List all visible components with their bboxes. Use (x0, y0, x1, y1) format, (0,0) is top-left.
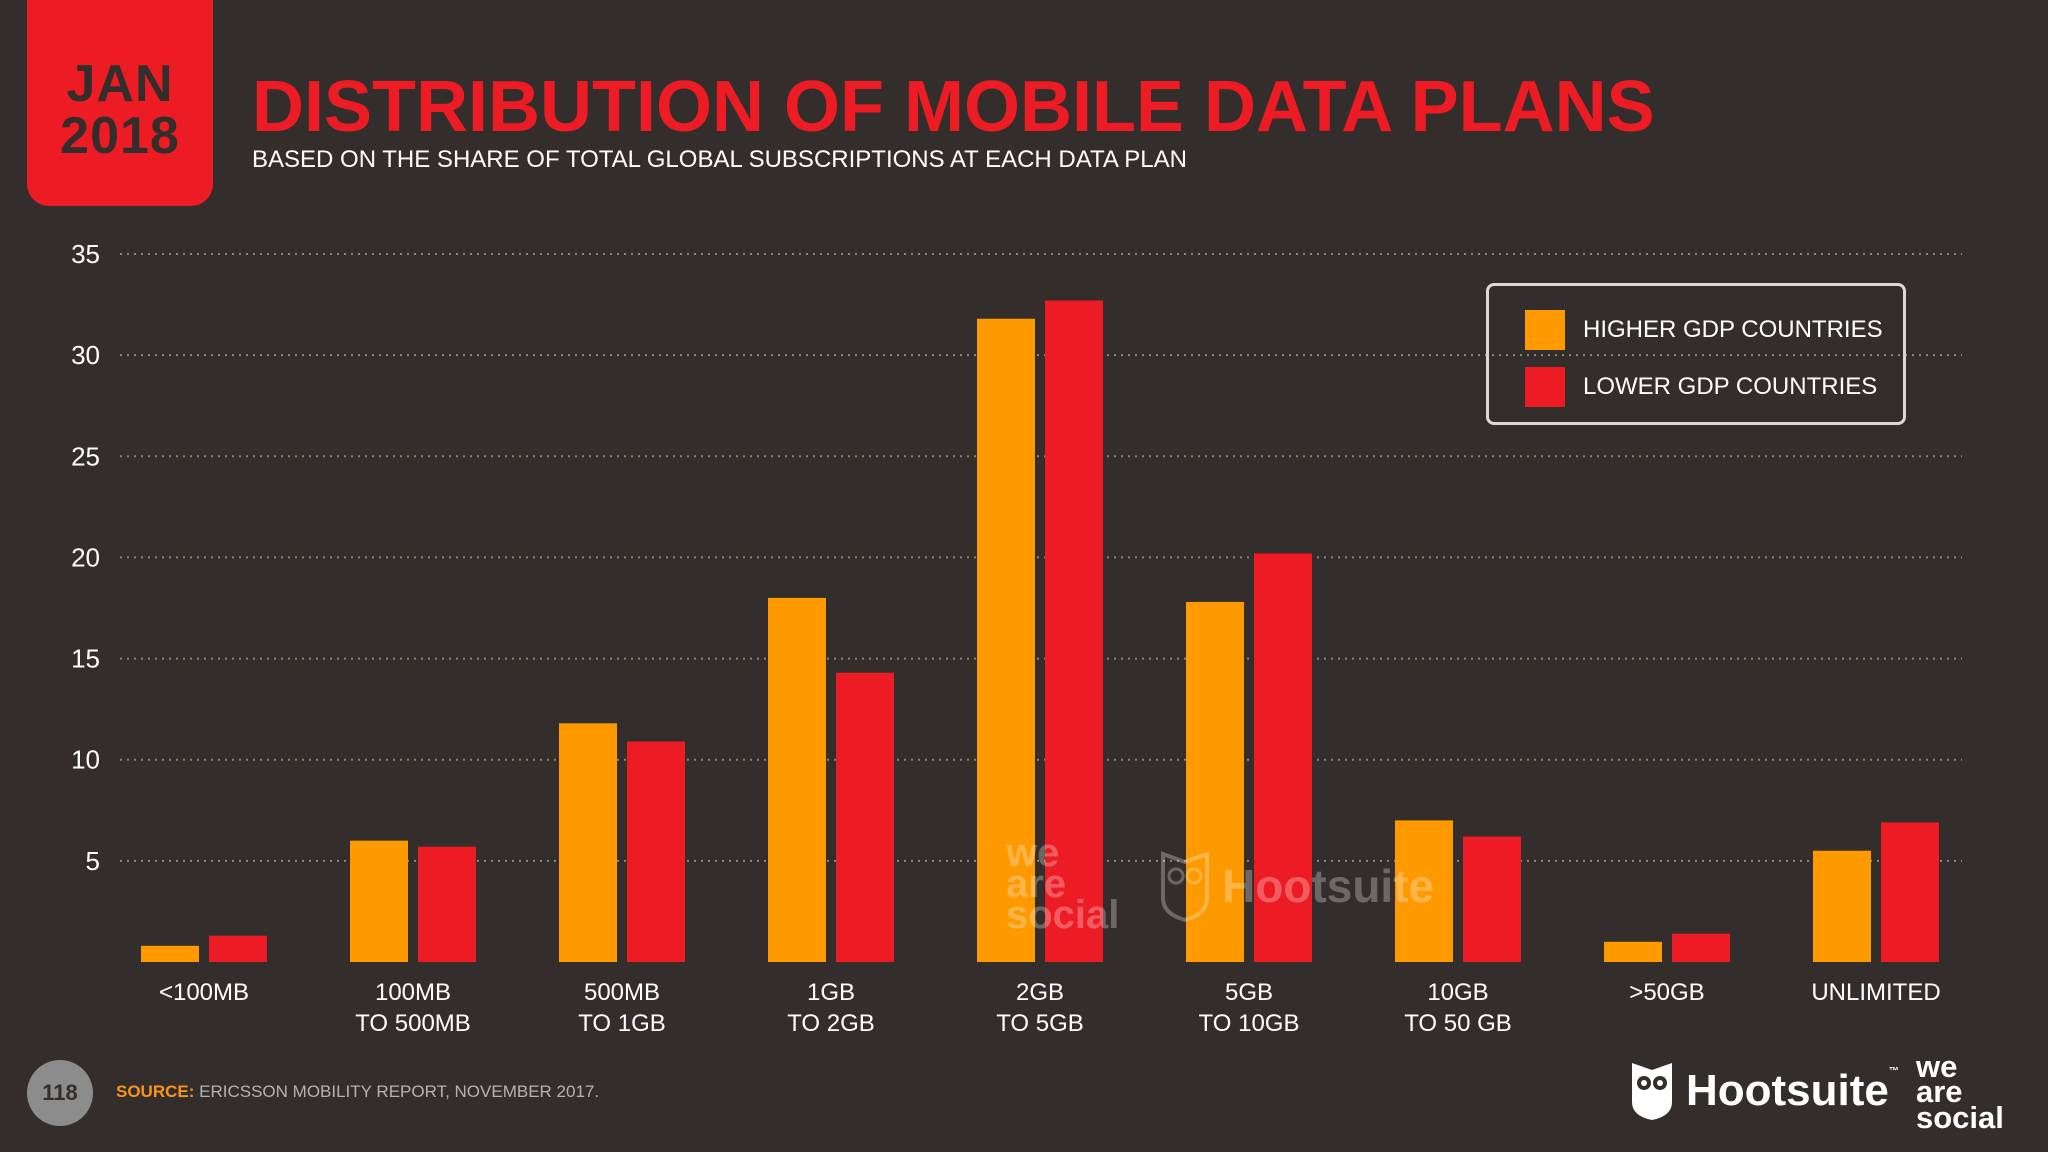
y-tick-label: 30 (71, 340, 100, 370)
bar-lower (627, 741, 685, 962)
y-tick-label: 20 (71, 542, 100, 572)
bar-lower (1254, 553, 1312, 962)
bar-higher (1395, 820, 1453, 962)
source-note: SOURCE: ERICSSON MOBILITY REPORT, NOVEMB… (116, 1082, 599, 1102)
we-are-social-logo: we are social (1916, 1049, 2004, 1135)
bar-higher (768, 597, 826, 962)
bar-higher (559, 723, 617, 962)
x-tick-label: UNLIMITED (1811, 979, 1940, 1006)
bar-lower (209, 935, 267, 962)
x-tick-label: >50GB (1629, 979, 1704, 1006)
bar-lower (1672, 933, 1730, 962)
x-tick-label: 500MB (584, 979, 660, 1006)
bar-higher (141, 945, 199, 962)
bar-lower (836, 672, 894, 962)
bar-higher (1186, 601, 1244, 962)
bar-higher (1604, 941, 1662, 962)
x-tick-label: 100MB (375, 979, 451, 1006)
x-tick-label: <100MB (159, 979, 249, 1006)
bar-lower (1881, 822, 1939, 962)
x-tick-label: TO 10GB (1199, 1010, 1300, 1037)
y-tick-label: 10 (71, 745, 100, 775)
page-subtitle: BASED ON THE SHARE OF TOTAL GLOBAL SUBSC… (252, 146, 1187, 173)
y-tick-label: 25 (71, 441, 100, 471)
y-tick-label: 15 (71, 644, 100, 674)
x-tick-label: TO 1GB (578, 1010, 666, 1037)
bar-higher (977, 318, 1035, 962)
y-tick-label: 5 (86, 846, 100, 876)
bar-lower (1463, 836, 1521, 962)
x-tick-label: TO 50 GB (1404, 1010, 1512, 1037)
legend-item-higher: HIGHER GDP COUNTRIES (1525, 310, 1883, 350)
bar-higher (350, 840, 408, 962)
x-tick-label: 1GB (807, 979, 855, 1006)
hootsuite-wordmark: Hootsuite™ (1686, 1066, 1899, 1115)
owl-icon (1632, 1063, 1672, 1120)
date-badge: JAN 2018 (27, 0, 213, 206)
bar-lower (1045, 300, 1103, 962)
x-tick-label: TO 5GB (996, 1010, 1084, 1037)
x-tick-label: 10GB (1427, 979, 1488, 1006)
legend-swatch-higher (1525, 310, 1565, 350)
chart-legend: HIGHER GDP COUNTRIES LOWER GDP COUNTRIES (1486, 283, 1906, 425)
legend-item-lower: LOWER GDP COUNTRIES (1525, 367, 1877, 407)
source-label: SOURCE: (116, 1082, 195, 1101)
page-title: DISTRIBUTION OF MOBILE DATA PLANS (252, 67, 1655, 147)
legend-label-higher: HIGHER GDP COUNTRIES (1583, 316, 1883, 343)
watermark-owl-icon (1161, 851, 1209, 922)
legend-swatch-lower (1525, 367, 1565, 407)
x-tick-label: TO 500MB (355, 1010, 471, 1037)
badge-year: 2018 (60, 107, 180, 165)
x-tick-label: 5GB (1225, 979, 1273, 1006)
badge-month: JAN (66, 55, 174, 113)
hootsuite-logo: Hootsuite™ (1630, 1060, 1899, 1122)
x-tick-label: 2GB (1016, 979, 1064, 1006)
legend-label-lower: LOWER GDP COUNTRIES (1583, 373, 1878, 400)
watermark-hootsuite: Hootsuite (1160, 850, 1434, 922)
source-text: ERICSSON MOBILITY REPORT, NOVEMBER 2017. (199, 1082, 600, 1101)
watermark-we-are-social: we are social (1006, 831, 1120, 938)
x-tick-label: TO 2GB (787, 1010, 875, 1037)
bar-lower (418, 846, 476, 962)
page-number: 118 (27, 1060, 93, 1126)
bar-higher (1813, 850, 1871, 962)
y-tick-label: 35 (71, 239, 100, 269)
